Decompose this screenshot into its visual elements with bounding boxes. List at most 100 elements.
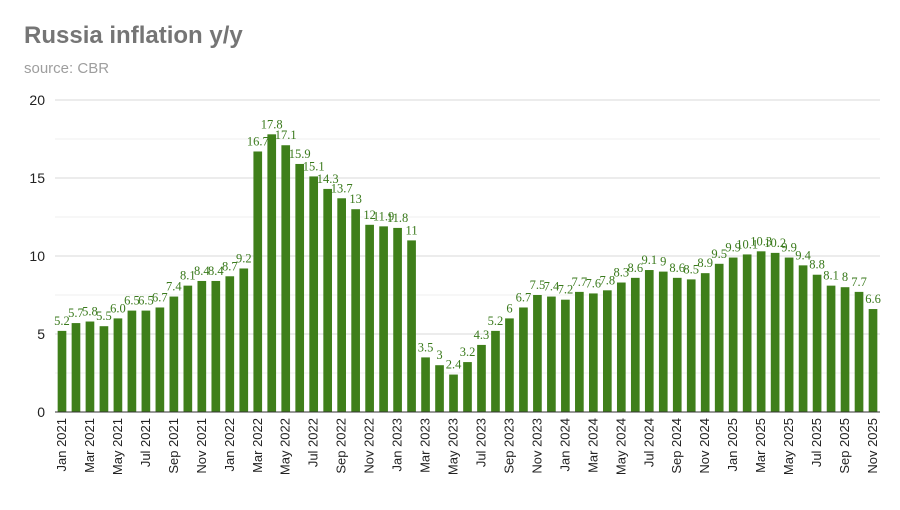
data-label: 6.5 bbox=[124, 294, 140, 308]
data-label: 4.3 bbox=[474, 328, 490, 342]
bar bbox=[533, 295, 542, 412]
data-label: 8 bbox=[842, 270, 848, 284]
x-tick-label: Jan 2021 bbox=[54, 418, 69, 472]
data-label: 6.7 bbox=[152, 290, 168, 304]
x-tick-label: Mar 2021 bbox=[82, 418, 97, 473]
x-tick-label: May 2025 bbox=[781, 418, 796, 475]
data-label: 15.9 bbox=[289, 147, 311, 161]
x-tick-label: Mar 2023 bbox=[418, 418, 433, 473]
data-label: 6.6 bbox=[865, 292, 881, 306]
bar bbox=[113, 318, 123, 412]
y-tick-label: 15 bbox=[29, 170, 45, 186]
x-tick-label: May 2022 bbox=[278, 418, 293, 475]
bar bbox=[616, 282, 626, 412]
x-tick-label: Sep 2021 bbox=[166, 418, 181, 474]
x-tick-label: Jan 2022 bbox=[222, 418, 237, 472]
x-tick-label: Jul 2025 bbox=[809, 418, 824, 467]
data-label: 5.7 bbox=[68, 306, 84, 320]
data-label: 14.3 bbox=[317, 172, 339, 186]
bar bbox=[770, 252, 780, 412]
data-label: 6 bbox=[506, 301, 512, 315]
data-label: 9.9 bbox=[725, 241, 741, 255]
x-tick-label: Mar 2025 bbox=[753, 418, 768, 473]
x-tick-label: Nov 2021 bbox=[194, 418, 209, 474]
data-label: 9.1 bbox=[641, 253, 657, 267]
bar bbox=[253, 151, 263, 413]
bar bbox=[812, 274, 822, 412]
data-label: 13 bbox=[349, 192, 362, 206]
bar bbox=[784, 257, 794, 412]
data-label: 17.8 bbox=[261, 117, 283, 131]
data-label: 10.1 bbox=[736, 237, 758, 251]
bar bbox=[85, 321, 95, 412]
bar bbox=[840, 287, 850, 412]
bar bbox=[267, 134, 277, 412]
bar bbox=[169, 296, 179, 412]
data-label: 8.7 bbox=[222, 259, 238, 273]
bar bbox=[672, 277, 682, 412]
data-label: 2.4 bbox=[446, 358, 462, 372]
data-label: 3 bbox=[436, 348, 442, 362]
bar bbox=[644, 270, 654, 412]
data-label: 3.2 bbox=[460, 345, 476, 359]
bar bbox=[239, 268, 249, 412]
data-label: 5.5 bbox=[96, 309, 112, 323]
data-labels: 5.25.75.85.56.06.56.56.77.48.18.48.48.79… bbox=[54, 117, 881, 371]
x-tick-label: Nov 2025 bbox=[865, 418, 880, 474]
data-label: 7.8 bbox=[600, 273, 616, 287]
data-label: 7.7 bbox=[572, 275, 588, 289]
data-label: 9.4 bbox=[795, 248, 811, 262]
bar bbox=[295, 163, 305, 412]
bar bbox=[99, 326, 109, 412]
data-label: 9.5 bbox=[711, 247, 727, 261]
data-label: 16.7 bbox=[247, 134, 269, 148]
bar bbox=[365, 224, 374, 412]
x-tick-label: Jan 2023 bbox=[390, 418, 405, 472]
data-label: 8.6 bbox=[627, 261, 643, 275]
data-label: 8.1 bbox=[180, 269, 196, 283]
data-label: 17.1 bbox=[275, 128, 297, 142]
x-tick-label: Nov 2023 bbox=[529, 418, 544, 474]
x-axis-ticks: Jan 2021 Mar 2021 May 2021 Jul 2021 Sep 2021… bbox=[54, 418, 880, 475]
bar bbox=[57, 330, 67, 412]
chart-subtitle: source: CBR bbox=[24, 60, 110, 77]
x-tick-label: May 2024 bbox=[613, 418, 628, 475]
data-label: 8.5 bbox=[683, 262, 699, 276]
bars bbox=[57, 134, 878, 413]
bar bbox=[658, 271, 668, 412]
data-label: 7.7 bbox=[851, 275, 867, 289]
x-tick-label: May 2021 bbox=[110, 418, 125, 475]
data-label: 12 bbox=[363, 208, 376, 222]
y-tick-label: 0 bbox=[37, 404, 45, 420]
data-label: 7.4 bbox=[544, 280, 560, 294]
data-label: 8.3 bbox=[614, 266, 630, 280]
bar bbox=[309, 176, 319, 412]
data-label: 6.5 bbox=[138, 294, 154, 308]
bar bbox=[337, 198, 346, 412]
y-tick-label: 10 bbox=[29, 248, 45, 264]
x-tick-label: Jul 2024 bbox=[641, 418, 656, 467]
bar bbox=[225, 276, 235, 412]
data-label: 11.9 bbox=[373, 209, 394, 223]
data-label: 11 bbox=[406, 223, 418, 237]
y-axis-ticks: 0 5 10 15 20 bbox=[29, 92, 45, 420]
data-label: 7.5 bbox=[530, 278, 546, 292]
bar bbox=[407, 240, 416, 412]
bar bbox=[602, 290, 612, 412]
x-tick-label: Nov 2024 bbox=[697, 418, 712, 474]
bar bbox=[756, 251, 766, 412]
bar bbox=[519, 307, 528, 412]
bar bbox=[211, 280, 221, 412]
bar bbox=[435, 365, 444, 412]
x-tick-label: Mar 2022 bbox=[250, 418, 265, 473]
x-tick-label: Jul 2022 bbox=[306, 418, 321, 467]
bar bbox=[505, 318, 514, 412]
x-tick-label: Sep 2024 bbox=[669, 418, 684, 474]
bar bbox=[141, 310, 151, 412]
bar bbox=[491, 330, 500, 412]
data-label: 13.7 bbox=[331, 181, 353, 195]
data-label: 3.5 bbox=[418, 340, 434, 354]
data-label: 7.6 bbox=[586, 276, 602, 290]
bar bbox=[127, 310, 137, 412]
x-tick-label: Nov 2022 bbox=[362, 418, 377, 474]
